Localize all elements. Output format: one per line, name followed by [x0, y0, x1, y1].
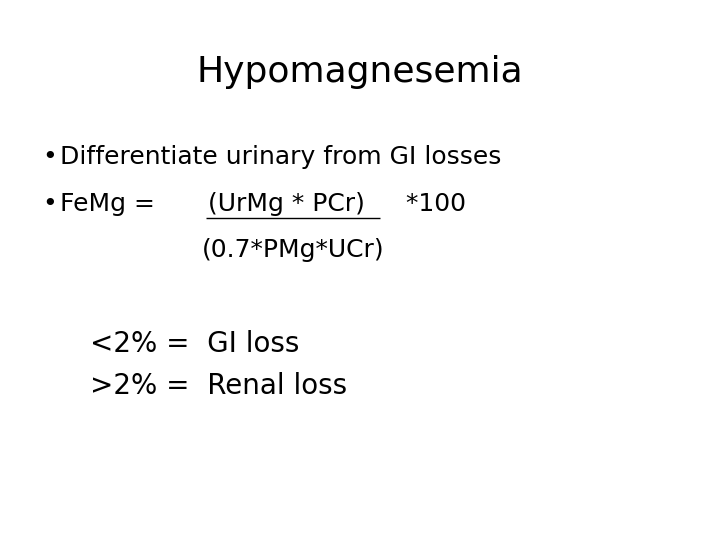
Text: (0.7*PMg*UCr): (0.7*PMg*UCr): [202, 238, 384, 262]
Text: <2% =  GI loss: <2% = GI loss: [90, 330, 300, 358]
Text: >2% =  Renal loss: >2% = Renal loss: [90, 372, 347, 400]
Text: FeMg =: FeMg =: [60, 192, 163, 216]
Text: •: •: [42, 145, 57, 169]
Text: Differentiate urinary from GI losses: Differentiate urinary from GI losses: [60, 145, 501, 169]
Text: Hypomagnesemia: Hypomagnesemia: [197, 55, 523, 89]
Text: •: •: [42, 192, 57, 216]
Text: *100: *100: [390, 192, 466, 216]
Text: (UrMg * PCr): (UrMg * PCr): [208, 192, 365, 216]
